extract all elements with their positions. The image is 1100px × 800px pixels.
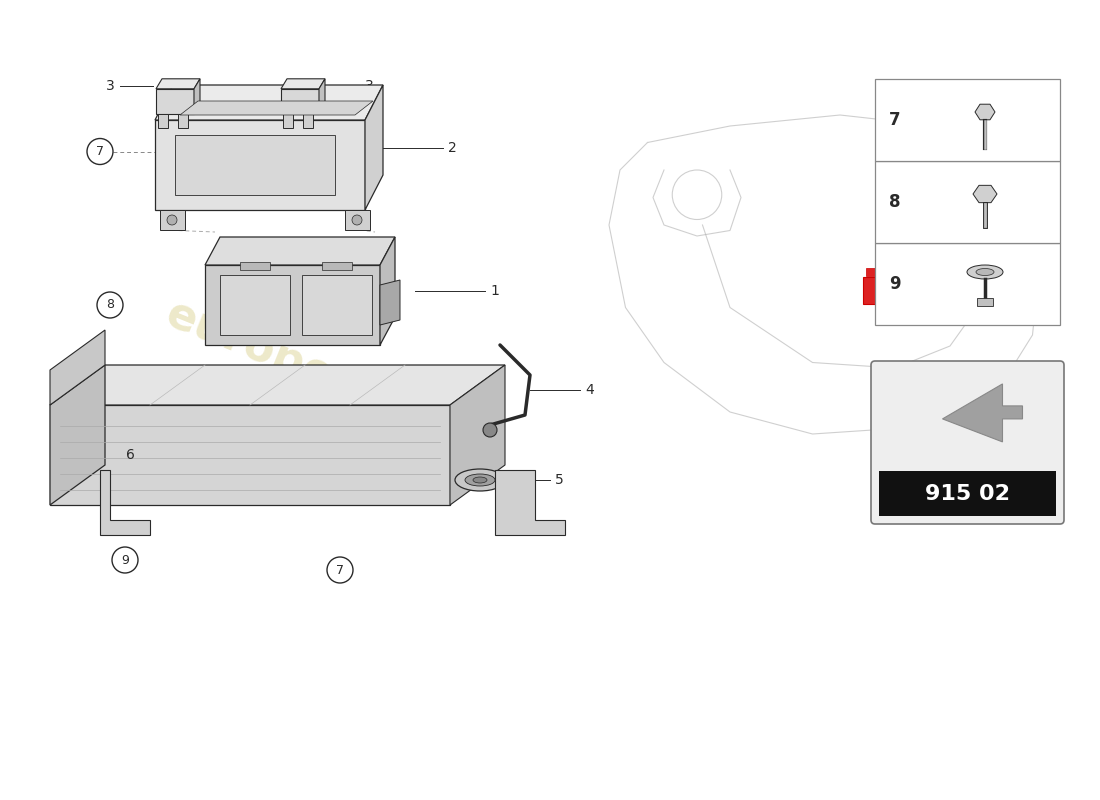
Polygon shape [283,114,293,128]
Polygon shape [50,330,104,405]
Polygon shape [194,78,200,114]
FancyBboxPatch shape [977,298,993,306]
Circle shape [167,215,177,225]
FancyBboxPatch shape [322,262,352,270]
Polygon shape [178,114,188,128]
Text: 7: 7 [336,563,344,577]
Polygon shape [50,405,450,505]
Polygon shape [379,237,395,345]
FancyBboxPatch shape [871,361,1064,524]
Text: europeparts: europeparts [160,292,461,448]
Ellipse shape [976,269,994,275]
Text: 1: 1 [490,284,499,298]
Text: a passion for parts since 1982: a passion for parts since 1982 [180,370,440,490]
Polygon shape [974,186,997,202]
Polygon shape [379,280,400,325]
Polygon shape [180,101,373,115]
Polygon shape [156,89,194,114]
Polygon shape [156,78,200,89]
Ellipse shape [473,477,487,483]
Text: 3: 3 [365,79,374,93]
FancyBboxPatch shape [864,277,905,304]
Polygon shape [50,365,104,505]
Text: 8: 8 [106,298,114,311]
Text: 8: 8 [889,193,901,211]
Polygon shape [975,104,996,120]
Ellipse shape [967,265,1003,279]
FancyBboxPatch shape [892,268,902,276]
FancyBboxPatch shape [175,135,336,195]
Text: 7: 7 [96,145,104,158]
FancyBboxPatch shape [866,268,876,276]
Polygon shape [302,275,372,335]
Text: 3: 3 [107,79,116,93]
Circle shape [97,292,123,318]
Text: 9: 9 [889,275,901,293]
Polygon shape [280,78,324,89]
Polygon shape [220,275,290,335]
Text: 2: 2 [448,141,456,154]
Circle shape [483,423,497,437]
Polygon shape [50,365,505,405]
FancyBboxPatch shape [874,79,1060,161]
Polygon shape [319,78,324,114]
Polygon shape [345,210,370,230]
Text: 4: 4 [585,383,594,397]
FancyBboxPatch shape [879,471,1056,516]
Polygon shape [302,114,313,128]
Polygon shape [100,470,150,535]
Polygon shape [205,237,395,265]
Polygon shape [943,384,1023,442]
Ellipse shape [465,474,495,486]
Circle shape [352,215,362,225]
Ellipse shape [455,469,505,491]
Text: 915 02: 915 02 [925,484,1010,504]
Text: 7: 7 [889,111,901,129]
Text: 5: 5 [556,473,563,487]
FancyBboxPatch shape [874,161,1060,243]
FancyBboxPatch shape [874,243,1060,325]
Polygon shape [155,120,365,210]
Polygon shape [158,114,168,128]
Polygon shape [495,470,565,535]
Circle shape [327,557,353,583]
Polygon shape [365,85,383,210]
FancyBboxPatch shape [879,268,889,276]
FancyBboxPatch shape [240,262,270,270]
Polygon shape [205,265,380,345]
Polygon shape [160,210,185,230]
Text: 6: 6 [125,448,134,462]
Polygon shape [155,85,383,120]
Polygon shape [450,365,505,505]
Circle shape [112,547,138,573]
Text: 9: 9 [121,554,129,566]
Polygon shape [280,89,319,114]
Circle shape [87,138,113,165]
